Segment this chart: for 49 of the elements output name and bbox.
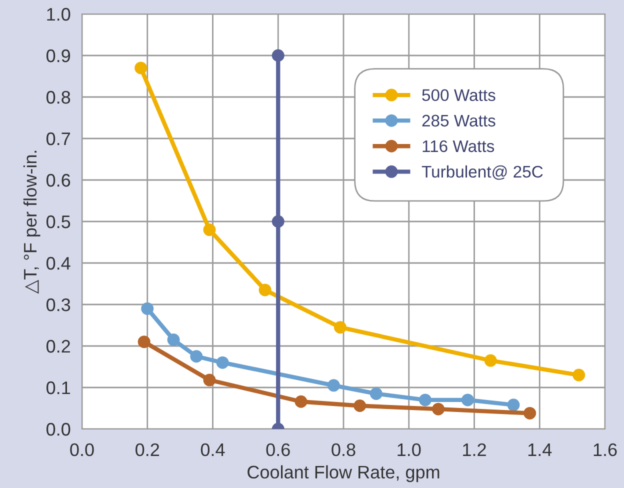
point (216, 356, 229, 369)
legend-label: Turbulent@ 25C (422, 165, 543, 180)
point (134, 62, 148, 74)
point (418, 394, 432, 406)
point (294, 395, 308, 408)
point (461, 394, 474, 406)
y-tick-label: 0.2 (46, 340, 70, 353)
x-tick-label: 0.6 (266, 443, 290, 456)
y-tick-label: 0.5 (46, 215, 70, 228)
point (167, 334, 180, 346)
y-tick-label: 0.8 (46, 90, 70, 104)
y-tick-label: 0.4 (46, 256, 70, 270)
x-tick-label: 0.2 (136, 443, 160, 456)
y-axis-title: △T, °F per flow-in. (23, 150, 40, 294)
point (258, 284, 272, 296)
point (138, 336, 150, 348)
point (141, 302, 154, 315)
point (272, 215, 284, 228)
point (432, 402, 445, 416)
y-tick-label: 1.0 (47, 8, 70, 21)
x-tick-label: 0.4 (200, 443, 225, 456)
point (272, 49, 284, 62)
x-tick-label: 0.0 (70, 443, 94, 456)
point (203, 374, 216, 386)
x-tick-label: 1.4 (528, 444, 552, 456)
point (327, 379, 340, 392)
x-tick-label: 0.8 (332, 443, 356, 456)
point (507, 398, 520, 412)
x-axis-title: Coolant Flow Rate, gpm (248, 465, 440, 482)
x-tick-label: 1.6 (594, 443, 617, 456)
point (354, 400, 366, 412)
x-tick-label: 1.2 (463, 443, 486, 456)
point (190, 350, 203, 363)
point (370, 387, 382, 400)
point (524, 406, 536, 420)
y-tick-label: 0.1 (46, 381, 70, 394)
y-tick-label: 0.0 (46, 422, 70, 436)
point (203, 224, 216, 236)
y-tick-label: 0.7 (46, 132, 70, 146)
y-tick-label: 0.6 (46, 174, 70, 187)
y-tick-label: 0.9 (46, 49, 70, 62)
point (572, 368, 586, 382)
x-tick-label: 1.0 (398, 443, 421, 456)
point (334, 321, 346, 334)
y-tick-label: 0.3 (46, 298, 70, 312)
point (484, 354, 497, 367)
legend-label: 285 Watts (422, 114, 496, 127)
legend-label: 500 Watts (422, 89, 496, 102)
legend-label: 116 Watts (422, 140, 494, 152)
